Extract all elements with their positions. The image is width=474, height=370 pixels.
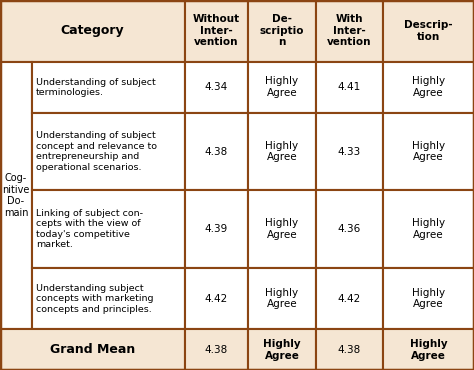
Bar [32, 190, 185, 268]
Bar [0, 0, 185, 62]
Text: Descrip-
tion: Descrip- tion [404, 20, 453, 42]
Bar [0, 329, 185, 370]
Bar [248, 0, 316, 62]
Bar [383, 0, 474, 62]
Bar [185, 0, 248, 62]
Bar [383, 190, 474, 268]
Bar [32, 113, 185, 190]
Bar [32, 62, 185, 113]
Bar [185, 62, 248, 113]
Bar [383, 329, 474, 370]
Text: Cog-
nitive
Do-
main: Cog- nitive Do- main [2, 173, 30, 218]
Text: 4.38: 4.38 [205, 345, 228, 355]
Bar [383, 113, 474, 190]
Bar [248, 62, 316, 113]
Bar [32, 268, 185, 329]
Bar [0, 62, 32, 329]
Bar [316, 62, 383, 113]
Text: Highly
Agree: Highly Agree [265, 218, 299, 240]
Text: Highly
Agree: Highly Agree [412, 288, 445, 309]
Bar [185, 268, 248, 329]
Text: 4.42: 4.42 [205, 294, 228, 304]
Text: Linking of subject con-
cepts with the view of
today's competitive
market.: Linking of subject con- cepts with the v… [36, 209, 143, 249]
Text: 4.39: 4.39 [205, 224, 228, 234]
Text: De-
scriptio
n: De- scriptio n [260, 14, 304, 47]
Text: 4.42: 4.42 [338, 294, 361, 304]
Bar [316, 0, 383, 62]
Bar [248, 268, 316, 329]
Text: Understanding of subject
terminologies.: Understanding of subject terminologies. [36, 77, 156, 97]
Bar [383, 62, 474, 113]
Bar [248, 329, 316, 370]
Text: Highly
Agree: Highly Agree [412, 218, 445, 240]
Bar [185, 329, 248, 370]
Text: Understanding of subject
concept and relevance to
entrepreneurship and
operation: Understanding of subject concept and rel… [36, 131, 157, 172]
Text: Highly
Agree: Highly Agree [265, 141, 299, 162]
Text: Understanding subject
concepts with marketing
concepts and principles.: Understanding subject concepts with mark… [36, 284, 154, 313]
Text: Highly
Agree: Highly Agree [265, 288, 299, 309]
Bar [185, 190, 248, 268]
Bar [248, 113, 316, 190]
Text: 4.38: 4.38 [338, 345, 361, 355]
Text: Grand Mean: Grand Mean [50, 343, 135, 356]
Text: Highly
Agree: Highly Agree [412, 77, 445, 98]
Text: 4.38: 4.38 [205, 147, 228, 157]
Bar [316, 113, 383, 190]
Text: Highly
Agree: Highly Agree [265, 77, 299, 98]
Text: 4.36: 4.36 [338, 224, 361, 234]
Text: With
Inter-
vention: With Inter- vention [327, 14, 372, 47]
Text: Without
Inter-
vention: Without Inter- vention [193, 14, 240, 47]
Text: 4.33: 4.33 [338, 147, 361, 157]
Text: Highly
Agree: Highly Agree [412, 141, 445, 162]
Text: 4.41: 4.41 [338, 82, 361, 92]
Text: Category: Category [61, 24, 124, 37]
Text: Highly
Agree: Highly Agree [263, 339, 301, 360]
Bar [383, 268, 474, 329]
Bar [316, 329, 383, 370]
Bar [316, 190, 383, 268]
Bar [248, 190, 316, 268]
Bar [185, 113, 248, 190]
Text: Highly
Agree: Highly Agree [410, 339, 447, 360]
Bar [316, 268, 383, 329]
Text: 4.34: 4.34 [205, 82, 228, 92]
